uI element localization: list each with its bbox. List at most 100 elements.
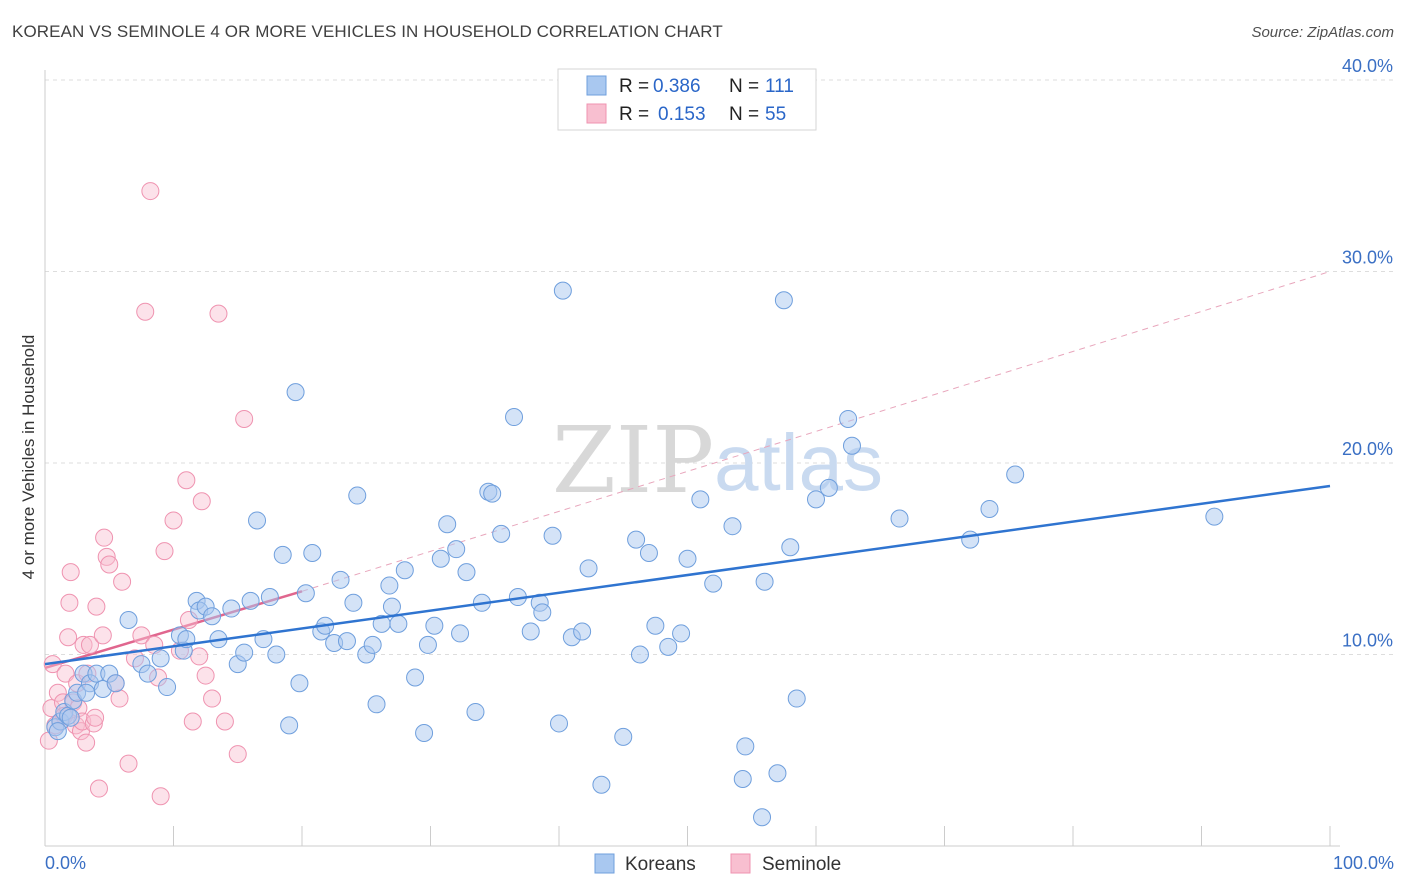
korean-point [819,478,838,497]
korean-point [290,674,309,693]
korean-point [579,559,598,578]
korean-point [646,616,665,635]
seminole-point [95,528,114,547]
seminole-point [59,628,78,647]
legend-r-label-koreans: R = [619,76,649,97]
korean-point [235,643,254,662]
korean-point [573,622,592,641]
legend-swatch-seminole [586,103,607,124]
korean-point [505,408,524,427]
korean-point [753,808,772,827]
seminole-trend-extension [301,271,1331,592]
korean-point [273,545,292,564]
korean-point [980,499,999,518]
korean-point [483,484,502,503]
y-tick-label-20: 20.0% [1342,439,1393,459]
korean-point [447,540,466,559]
series-legend-label-koreans[interactable]: Koreans [625,854,696,875]
seminole-point [183,712,202,731]
korean-point [203,607,222,626]
y-tick-labels: 10.0% 20.0% 30.0% 40.0% [1342,56,1393,651]
series-legend-swatch-seminole[interactable] [730,853,751,874]
seminole-point [77,733,96,752]
korean-point [543,526,562,545]
seminole-point [89,779,108,798]
axes [44,70,1340,847]
korean-point [348,486,367,505]
korean-point [704,574,723,593]
seminole-point [61,563,80,582]
korean-point [807,490,825,509]
watermark-atlas: atlas [714,418,883,507]
korean-point [389,614,408,633]
seminole-point [86,708,105,727]
korean-point [768,764,787,783]
seminole-point [215,712,234,731]
seminole-point [93,626,112,645]
korean-point [466,702,485,721]
series-legend-swatch-koreans[interactable] [594,853,615,874]
korean-point [457,563,476,582]
seminole-point [74,635,93,654]
watermark: ZIP atlas [552,407,883,514]
korean-point [286,383,305,402]
seminole-point [100,555,119,574]
korean-point [363,635,382,654]
series-legend-label-seminole[interactable]: Seminole [762,854,841,875]
korean-point [1205,507,1224,526]
korean-point [961,530,980,549]
y-tick-label-30: 30.0% [1342,248,1393,268]
korean-point [331,570,350,589]
seminole-point [80,635,99,654]
korean-point [415,724,434,743]
korean-point [592,775,611,794]
korean-point [614,727,633,746]
y-tick-label-10: 10.0% [1342,631,1393,651]
korean-point [344,593,363,612]
korean-point [781,538,800,557]
seminole-point [110,689,129,708]
seminole-point [136,302,155,321]
korean-point [678,549,697,568]
seminole-point [190,647,209,666]
seminole-point [87,597,106,616]
korean-point [267,645,286,664]
seminole-point [113,572,132,591]
seminole-point [196,666,215,685]
seminole-point [141,182,160,201]
seminole-point [132,626,151,645]
seminole-point [164,511,183,530]
korean-point [787,689,806,708]
seminole-point [48,683,67,702]
korean-point [553,281,572,300]
korean-point [106,674,125,693]
korean-point [280,716,299,735]
seminole-point [209,304,228,323]
korean-point [395,561,414,580]
legend-r-value-koreans: 0.386 [653,76,701,97]
korean-point [337,632,356,651]
series-legend: Koreans Seminole [594,853,841,875]
korean-point [659,637,678,656]
seminole-point [119,754,138,773]
korean-point [158,678,177,697]
korean-point [723,517,742,536]
seminole-point [155,542,174,561]
korean-point [492,524,511,543]
korean-point [260,588,279,607]
legend-r-label-seminole: R = [619,104,649,125]
source-label: Source: ZipAtlas.com [1251,24,1394,41]
chart-title: KOREAN VS SEMINOLE 4 OR MORE VEHICLES IN… [12,22,723,41]
x-ticks [173,826,1331,846]
korean-point [241,591,260,610]
koreans-trend [44,484,1331,666]
korean-point [451,624,470,643]
seminole-point [228,745,247,764]
koreans-trend-line [44,484,1331,666]
seminole-point [177,471,196,490]
korean-point [222,599,241,618]
legend-swatch-koreans [586,75,607,96]
y-axis-title: 4 or more Vehicles in Household [19,335,38,580]
x-tick-label-0: 0.0% [45,853,86,873]
